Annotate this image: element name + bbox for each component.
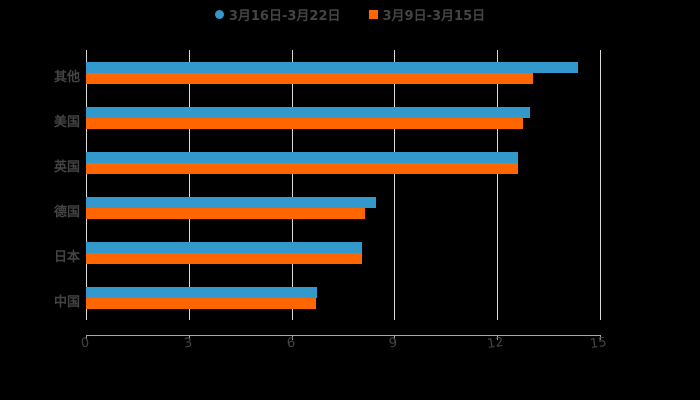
- category-label: 中国: [53, 295, 80, 310]
- square-marker-icon: [368, 9, 378, 19]
- x-tick: [497, 335, 499, 340]
- x-tick: [600, 335, 601, 340]
- circle-marker-icon: [214, 9, 224, 19]
- gridline: [600, 50, 601, 320]
- legend-item-series-2[interactable]: 3月9日-3月15日: [368, 5, 486, 24]
- gridline: [291, 50, 293, 320]
- gridline: [86, 50, 87, 320]
- x-tick: [394, 335, 396, 340]
- bar-2[interactable]: [86, 73, 534, 84]
- bar-2[interactable]: [86, 208, 366, 219]
- legend-label: 3月16日-3月22日: [228, 8, 341, 24]
- x-tick-label: 12: [486, 334, 505, 353]
- gridline: [188, 50, 190, 320]
- category-label: 英国: [53, 160, 80, 175]
- x-tick-label: 3: [182, 335, 194, 352]
- x-tick: [86, 335, 87, 340]
- bar-1[interactable]: [86, 197, 376, 208]
- legend-item-series-1[interactable]: 3月16日-3月22日: [214, 5, 341, 24]
- x-tick: [291, 335, 293, 340]
- category-label: 日本: [53, 250, 80, 265]
- bar-1[interactable]: [86, 107, 530, 118]
- bar-2[interactable]: [86, 253, 362, 264]
- legend-label: 3月9日-3月15日: [382, 8, 486, 24]
- bar-1[interactable]: [86, 242, 362, 253]
- plot-area: [86, 50, 601, 320]
- bar-2[interactable]: [86, 163, 518, 174]
- x-tick: [188, 335, 190, 340]
- x-axis-line: [86, 335, 600, 336]
- gridline: [497, 50, 499, 320]
- category-label: 美国: [53, 115, 80, 130]
- bar-2[interactable]: [86, 118, 523, 129]
- category-label: 其他: [53, 70, 80, 85]
- gridline: [394, 50, 396, 320]
- bar-2[interactable]: [86, 298, 316, 309]
- chart-legend: 3月16日-3月22日 3月9日-3月15日: [0, 4, 700, 24]
- x-tick-label: 0: [80, 335, 91, 352]
- x-tick-label: 15: [589, 334, 608, 353]
- bar-1[interactable]: [86, 287, 318, 298]
- x-tick-label: 6: [285, 335, 296, 352]
- category-label: 德国: [53, 205, 80, 220]
- bar-1[interactable]: [86, 152, 518, 163]
- bar-1[interactable]: [86, 62, 578, 73]
- x-tick-label: 9: [388, 335, 399, 352]
